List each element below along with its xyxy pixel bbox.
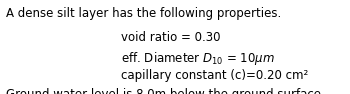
Text: eff. Diameter $D_{10}$ = 10$\mu m$: eff. Diameter $D_{10}$ = 10$\mu m$ [121, 50, 274, 67]
Text: capillary constant (c)=0.20 cm²: capillary constant (c)=0.20 cm² [121, 69, 308, 82]
Text: A dense silt layer has the following properties.: A dense silt layer has the following pro… [6, 7, 281, 20]
Text: Ground water level is 8.0m below the ground surface.: Ground water level is 8.0m below the gro… [6, 88, 325, 94]
Text: void ratio = 0.30: void ratio = 0.30 [121, 31, 220, 44]
